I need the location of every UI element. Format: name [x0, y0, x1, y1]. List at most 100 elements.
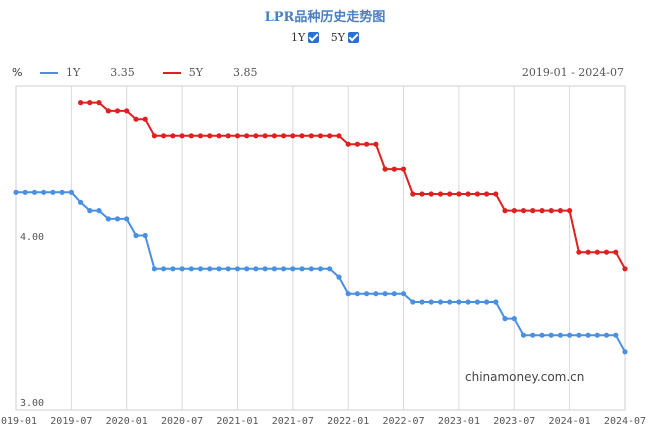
data-point-1y	[613, 332, 619, 338]
data-point-1y	[391, 291, 397, 297]
data-point-1y	[539, 332, 545, 338]
data-point-5y	[622, 266, 628, 272]
x-tick-label: 2021-01	[216, 416, 258, 427]
data-point-1y	[576, 332, 582, 338]
data-point-5y	[428, 191, 434, 197]
data-point-5y	[207, 133, 213, 139]
watermark: chinamoney.com.cn	[465, 370, 584, 384]
data-point-1y	[327, 266, 333, 272]
x-tick-label: 2022-01	[327, 416, 369, 427]
data-point-5y	[142, 116, 148, 122]
data-point-5y	[336, 133, 342, 139]
data-point-5y	[585, 249, 591, 255]
data-point-1y	[114, 216, 121, 222]
data-point-5y	[96, 100, 102, 106]
data-point-1y	[22, 189, 28, 195]
data-point-1y	[308, 266, 314, 272]
data-point-5y	[317, 133, 324, 139]
data-point-1y	[59, 189, 65, 195]
data-point-1y	[244, 266, 250, 272]
data-point-1y	[364, 291, 370, 297]
x-tick-label: 2020-07	[161, 416, 203, 427]
data-point-5y	[364, 141, 370, 147]
data-point-5y	[548, 208, 554, 214]
data-point-1y	[530, 332, 536, 338]
data-point-1y	[262, 266, 268, 272]
data-point-5y	[133, 116, 139, 122]
data-point-5y	[124, 108, 130, 114]
data-point-1y	[345, 291, 351, 297]
data-point-1y	[207, 266, 213, 272]
toggle-1y-label: 1Y	[290, 31, 306, 44]
legend-item-1y[interactable]: 1Y 3.35	[40, 66, 135, 79]
data-point-1y	[299, 266, 305, 272]
data-point-5y	[539, 208, 545, 214]
data-point-5y	[594, 249, 600, 255]
data-point-5y	[327, 133, 333, 139]
data-point-1y	[41, 189, 47, 195]
data-point-5y	[520, 208, 527, 214]
x-tick-label: 2023-07	[493, 416, 535, 427]
data-point-5y	[557, 208, 564, 214]
data-point-1y	[96, 208, 102, 214]
data-point-1y	[400, 291, 407, 297]
data-point-5y	[391, 166, 397, 172]
x-tick-label: 2022-07	[382, 416, 424, 427]
toggle-5y[interactable]: 5Y	[331, 31, 360, 44]
checkbox-checked-icon[interactable]	[348, 32, 360, 43]
data-point-5y	[308, 133, 314, 139]
series-toggles: 1Y 5Y	[0, 31, 650, 44]
toggle-1y[interactable]: 1Y	[290, 31, 320, 44]
data-point-5y	[603, 249, 610, 255]
data-point-1y	[216, 266, 222, 272]
data-point-5y	[511, 208, 517, 214]
data-point-5y	[613, 249, 619, 255]
data-point-1y	[594, 332, 600, 338]
data-point-5y	[576, 249, 582, 255]
legend-line-5y-icon	[162, 71, 181, 74]
data-point-1y	[474, 299, 480, 305]
data-point-5y	[234, 133, 241, 139]
series-line-1y	[16, 191, 626, 353]
data-point-1y	[161, 266, 167, 272]
data-point-1y	[31, 189, 38, 195]
data-point-5y	[87, 100, 93, 106]
data-point-1y	[179, 266, 185, 272]
data-point-1y	[437, 299, 444, 305]
data-point-1y	[50, 189, 56, 195]
data-point-5y	[410, 191, 416, 197]
data-point-1y	[465, 299, 471, 305]
data-point-1y	[622, 349, 628, 355]
data-point-1y	[410, 299, 416, 305]
checkbox-checked-icon[interactable]	[308, 32, 320, 43]
data-point-1y	[105, 216, 111, 222]
data-point-5y	[78, 100, 84, 106]
data-point-5y	[354, 141, 360, 147]
data-point-5y	[502, 208, 508, 214]
data-point-1y	[124, 216, 130, 222]
data-point-1y	[271, 266, 277, 272]
data-point-5y	[225, 133, 231, 139]
data-point-5y	[437, 191, 444, 197]
legend-item-5y[interactable]: 5Y 3.85	[162, 66, 258, 79]
data-point-1y	[567, 332, 573, 338]
data-point-5y	[474, 191, 480, 197]
data-point-5y	[465, 191, 471, 197]
data-point-1y	[456, 299, 462, 305]
legend-value-5y: 3.85	[233, 66, 258, 79]
series-line-5y	[80, 101, 626, 270]
data-point-1y	[373, 291, 379, 297]
data-point-1y	[133, 232, 139, 239]
y-axis-unit: %	[12, 66, 23, 79]
data-point-1y	[142, 232, 148, 239]
data-point-5y	[290, 133, 296, 139]
data-point-1y	[317, 266, 324, 272]
legend-line-1y-icon	[40, 71, 58, 74]
data-point-1y	[382, 291, 388, 297]
data-point-5y	[105, 108, 111, 114]
data-point-5y	[271, 133, 277, 139]
data-point-5y	[400, 166, 407, 172]
data-point-1y	[511, 316, 517, 322]
x-tick-label: 2024-01	[549, 416, 591, 427]
data-point-5y	[262, 133, 268, 139]
